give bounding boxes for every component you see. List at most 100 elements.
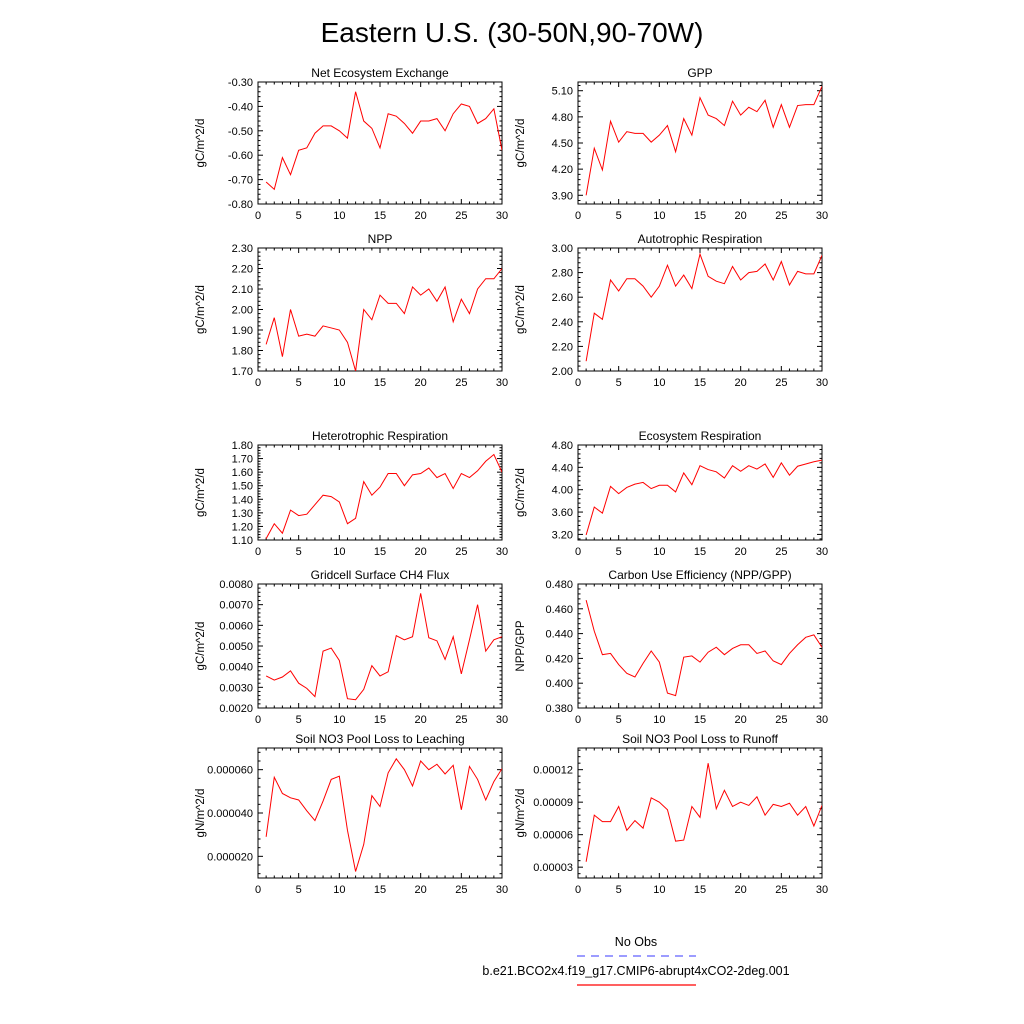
y-tick-label: 0.0050 <box>219 641 253 653</box>
y-tick-label: 0.0020 <box>219 703 253 715</box>
y-tick-label: 3.60 <box>552 507 573 519</box>
x-tick-label: 15 <box>694 714 706 726</box>
chart-panel: Carbon Use Efficiency (NPP/GPP) NPP/GPP 0 5… <box>515 568 828 726</box>
y-tick-label: 0.00006 <box>533 830 573 842</box>
y-tick-label: 2.00 <box>552 366 573 378</box>
y-tick-label: -0.50 <box>228 126 253 138</box>
x-tick-label: 25 <box>455 546 467 558</box>
series-line <box>265 453 502 539</box>
y-tick-label: 2.80 <box>552 268 573 280</box>
y-tick-label: 0.0030 <box>219 682 253 694</box>
chart-panel: GPP gC/m^2/d 0 5 10 15 20 25 30 3.90 4.20 4.50 4.80 5… <box>515 66 828 222</box>
x-tick-label: 10 <box>333 546 345 558</box>
x-tick-label: 30 <box>816 884 828 896</box>
y-tick-label: 1.70 <box>232 454 253 466</box>
y-tick-label: 1.80 <box>232 346 253 358</box>
x-tick-label: 15 <box>694 377 706 389</box>
panel-title: Heterotrophic Respiration <box>312 429 448 443</box>
x-tick-label: 15 <box>694 884 706 896</box>
chart-panel: NPP gC/m^2/d 0 5 10 15 20 25 30 1.70 1.80 1.90 2.00 2… <box>195 232 508 389</box>
x-tick-label: 30 <box>816 210 828 222</box>
x-tick-label: 0 <box>255 546 261 558</box>
y-tick-label: 0.000040 <box>207 808 253 820</box>
y-axis-label: gC/m^2/d <box>515 285 527 334</box>
y-axis-label: NPP/GPP <box>515 620 527 671</box>
legend-model-label: b.e21.BCO2x4.f19_g17.CMIP6-abrupt4xCO2-2… <box>482 964 789 978</box>
x-tick-label: 20 <box>415 714 427 726</box>
panel-title: Carbon Use Efficiency (NPP/GPP) <box>608 568 791 582</box>
x-tick-label: 0 <box>255 884 261 896</box>
y-tick-label: -0.30 <box>228 77 253 89</box>
panel-title: Soil NO3 Pool Loss to Leaching <box>295 732 464 746</box>
y-tick-label: 2.10 <box>232 284 253 296</box>
y-axis-label: gN/m^2/d <box>515 789 527 838</box>
y-tick-label: 3.90 <box>552 190 573 202</box>
x-tick-label: 5 <box>296 210 302 222</box>
y-tick-label: -0.60 <box>228 150 253 162</box>
plot-frame <box>577 583 823 709</box>
x-tick-label: 30 <box>496 884 508 896</box>
y-tick-label: 2.40 <box>552 317 573 329</box>
x-tick-label: 25 <box>455 714 467 726</box>
chart-panel: Net Ecosystem Exchange gC/m^2/d 0 5 10 15 20 25… <box>195 66 508 222</box>
x-tick-label: 30 <box>496 546 508 558</box>
panel-title: GPP <box>687 66 712 80</box>
y-tick-label: 1.90 <box>232 325 253 337</box>
panel-title: Soil NO3 Pool Loss to Runoff <box>622 732 779 746</box>
x-tick-label: 10 <box>333 714 345 726</box>
x-tick-label: 30 <box>496 377 508 389</box>
y-tick-label: 0.0070 <box>219 600 253 612</box>
x-tick-label: 0 <box>575 546 581 558</box>
series-line <box>585 599 822 697</box>
y-tick-label: 4.20 <box>552 164 573 176</box>
x-tick-label: 20 <box>735 546 747 558</box>
panel-title: NPP <box>368 232 393 246</box>
y-tick-label: 2.60 <box>552 292 573 304</box>
y-tick-label: 0.0040 <box>219 662 253 674</box>
plot-frame <box>257 583 503 709</box>
panel-title: Ecosystem Respiration <box>639 429 762 443</box>
x-tick-label: 10 <box>653 546 665 558</box>
x-tick-label: 30 <box>496 210 508 222</box>
x-tick-label: 15 <box>374 884 386 896</box>
plot-frame <box>257 81 503 205</box>
plot-frame <box>257 747 503 879</box>
x-tick-label: 10 <box>333 377 345 389</box>
x-tick-label: 30 <box>816 546 828 558</box>
y-tick-label: 4.00 <box>552 485 573 497</box>
y-tick-label: 4.80 <box>552 440 573 452</box>
series-line <box>585 252 822 362</box>
x-tick-label: 5 <box>296 377 302 389</box>
y-axis-label: gC/m^2/d <box>195 285 207 334</box>
x-tick-label: 0 <box>575 210 581 222</box>
x-tick-label: 15 <box>374 714 386 726</box>
x-tick-label: 20 <box>735 377 747 389</box>
y-tick-label: 2.00 <box>232 305 253 317</box>
x-tick-label: 0 <box>255 377 261 389</box>
x-tick-label: 20 <box>415 210 427 222</box>
x-tick-label: 5 <box>616 884 622 896</box>
x-tick-label: 5 <box>616 210 622 222</box>
x-tick-label: 0 <box>255 714 261 726</box>
y-tick-label: 5.10 <box>552 86 573 98</box>
y-tick-label: 4.80 <box>552 112 573 124</box>
y-axis-label: gC/m^2/d <box>195 119 207 168</box>
x-tick-label: 25 <box>775 377 787 389</box>
x-tick-label: 15 <box>374 546 386 558</box>
plot-frame <box>577 81 823 205</box>
plot-frame <box>577 747 823 879</box>
legend: No Obs b.e21.BCO2x4.f19_g17.CMIP6-abrupt… <box>482 935 790 986</box>
x-tick-label: 25 <box>455 377 467 389</box>
y-tick-label: 1.10 <box>232 535 253 547</box>
series-line <box>585 763 822 862</box>
x-tick-label: 25 <box>775 884 787 896</box>
x-tick-label: 15 <box>374 377 386 389</box>
y-axis-label: gN/m^2/d <box>195 789 207 838</box>
x-tick-label: 15 <box>374 210 386 222</box>
x-tick-label: 15 <box>694 546 706 558</box>
panel-title: Gridcell Surface CH4 Flux <box>311 568 450 582</box>
y-tick-label: 1.50 <box>232 481 253 493</box>
y-tick-label: 0.420 <box>545 653 573 665</box>
chart-panel: Soil NO3 Pool Loss to Runoff gN/m^2/d 0 5 10… <box>515 732 828 896</box>
